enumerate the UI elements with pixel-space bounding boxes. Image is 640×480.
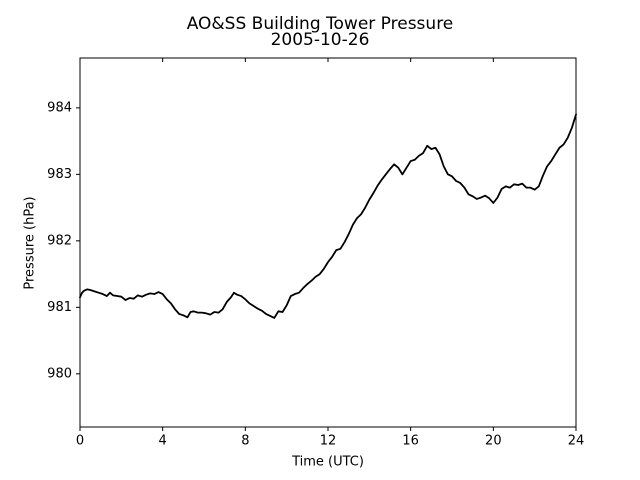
y-tick-label: 982 [47, 233, 72, 248]
pressure-series-line [79, 113, 577, 319]
y-tick-label: 980 [47, 366, 72, 381]
x-tick-label: 16 [402, 434, 419, 449]
chart-title: AO&SS Building Tower Pressure [187, 14, 454, 34]
x-tick-label: 12 [320, 434, 337, 449]
x-tick-label: 24 [568, 434, 585, 449]
chart-subtitle: 2005-10-26 [271, 30, 370, 50]
y-axis-label: Pressure (hPa) [23, 196, 38, 289]
x-tick-label: 0 [76, 434, 84, 449]
y-tick-label: 984 [47, 100, 72, 115]
x-axis-ticks: 0 4 8 12 16 20 24 [76, 58, 584, 449]
x-axis-label: Time (UTC) [291, 455, 364, 470]
y-tick-label: 983 [47, 167, 72, 182]
y-axis-ticks: 980 981 982 983 984 [47, 100, 80, 381]
x-tick-label: 4 [159, 434, 167, 449]
x-tick-label: 8 [241, 434, 249, 449]
plot-frame [79, 57, 577, 428]
y-tick-label: 981 [47, 300, 72, 315]
x-tick-label: 20 [485, 434, 502, 449]
